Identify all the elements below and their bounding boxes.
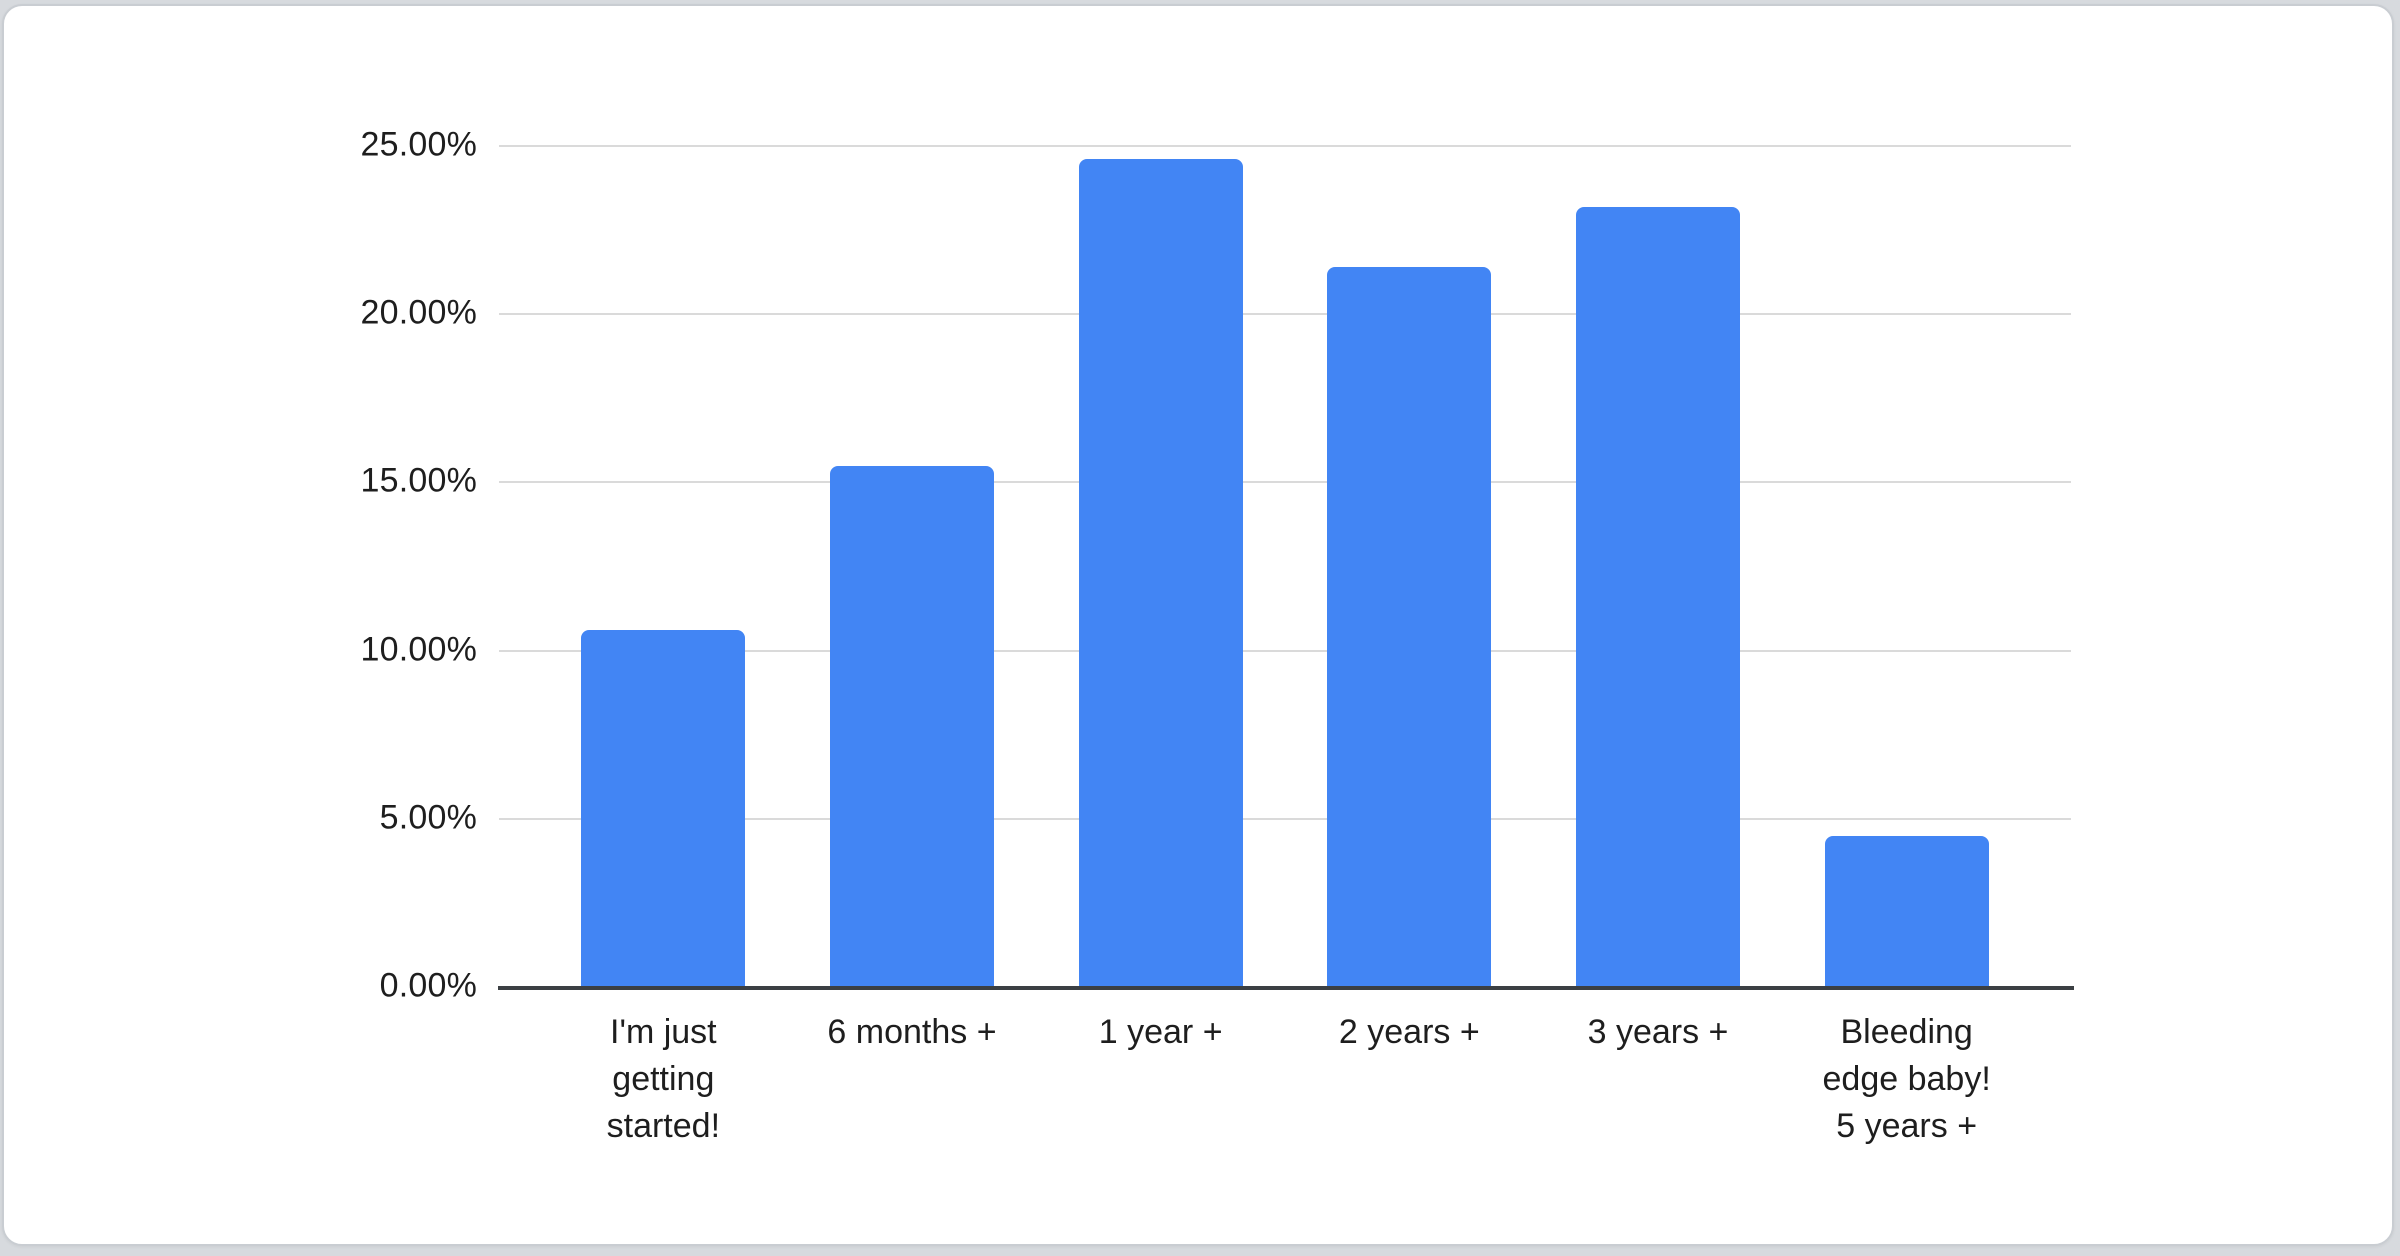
x-axis-category-label: 2 years +: [1338, 1013, 1480, 1051]
y-axis-tick-label: 25.00%: [360, 125, 477, 164]
x-axis-line: [498, 986, 2074, 990]
y-axis-tick-label: 20.00%: [360, 293, 477, 332]
y-axis-tick-label: 0.00%: [379, 966, 477, 1005]
bar-0: [581, 630, 746, 987]
bar-4: [1576, 206, 1740, 987]
bar-3: [1327, 267, 1492, 987]
x-axis-category-label: 6 months +: [827, 1013, 997, 1051]
gridline-15.00%: [499, 481, 2071, 484]
x-axis-category-label: I'm just getting started!: [606, 1013, 721, 1145]
gridline-20.00%: [499, 313, 2071, 316]
x-axis-category-label: 1 year +: [1098, 1013, 1223, 1051]
y-axis-tick-label: 10.00%: [360, 630, 477, 669]
bar-1: [830, 465, 994, 987]
y-axis-tick-label: 15.00%: [360, 462, 477, 501]
bar-2: [1078, 159, 1243, 987]
x-axis-category-label: Bleeding edge baby! 5 years +: [1822, 1013, 1991, 1145]
bar-5: [1824, 835, 1989, 987]
gridline-10.00%: [499, 649, 2071, 652]
gridline-5.00%: [499, 817, 2071, 820]
gridline-25.00%: [499, 145, 2071, 147]
x-axis-category-label: 3 years +: [1587, 1013, 1729, 1051]
bar-chart: 0.00% 5.00% 10.00% 15.00% 20.00% 25.00% I'm ju…: [4, 6, 2392, 1244]
y-axis-tick-label: 5.00%: [379, 798, 477, 837]
chart-card: 0.00% 5.00% 10.00% 15.00% 20.00% 25.00% I'm ju…: [2, 4, 2394, 1246]
